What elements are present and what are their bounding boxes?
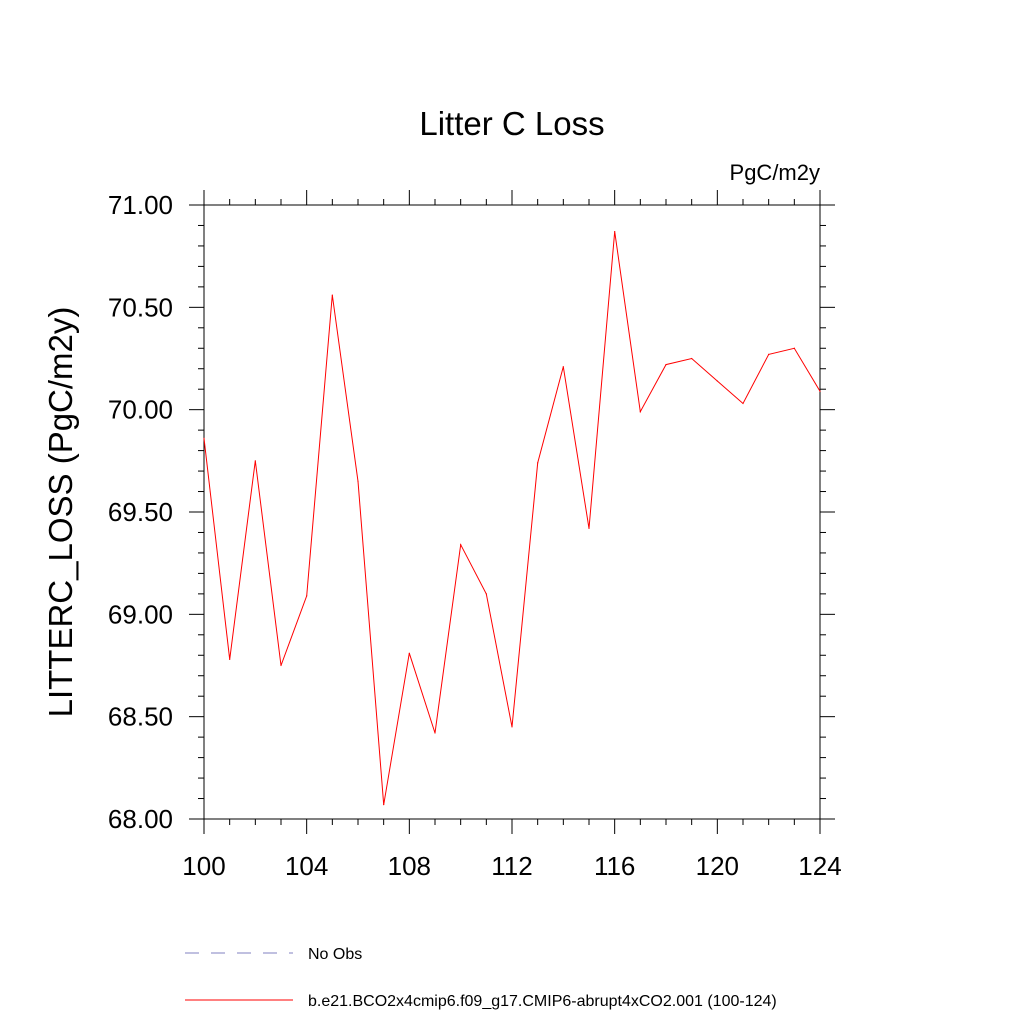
chart-title: Litter C Loss: [419, 105, 604, 142]
y-tick-label: 68.50: [108, 702, 173, 732]
data-point: [229, 658, 231, 660]
y-axis-label: LITTERC_LOSS (PgC/m2y): [42, 307, 79, 718]
data-point: [280, 664, 282, 667]
x-tick-label: 104: [285, 851, 328, 881]
y-tick-label: 70.50: [108, 292, 173, 322]
units-label: PgC/m2y: [730, 160, 820, 185]
data-point: [434, 732, 436, 734]
legend-label: b.e21.BCO2x4cmip6.f09_g17.CMIP6-abrupt4x…: [308, 993, 777, 1010]
legend-label: No Obs: [308, 946, 362, 963]
data-point: [691, 357, 693, 360]
x-tick-label: 116: [594, 851, 635, 881]
data-point: [306, 595, 308, 597]
data-point: [537, 462, 539, 464]
data-point: [254, 460, 256, 462]
data-point: [357, 480, 359, 482]
x-tick-label: 124: [798, 851, 841, 881]
data-point: [588, 527, 590, 529]
x-tick-label: 112: [491, 851, 532, 881]
y-tick-label: 70.00: [108, 395, 173, 425]
data-point: [665, 364, 667, 366]
data-point: [716, 380, 718, 382]
data-point: [203, 437, 205, 439]
data-point: [408, 652, 410, 654]
x-tick-label: 108: [388, 851, 431, 881]
x-tick-label: 120: [696, 851, 739, 881]
x-tick-label: 100: [182, 851, 225, 881]
data-point: [383, 804, 385, 806]
axis-ticks: [189, 190, 835, 834]
data-point: [562, 366, 564, 368]
data-point: [639, 411, 641, 413]
data-point: [819, 390, 821, 392]
y-tick-label: 71.00: [108, 190, 173, 220]
data-point: [614, 231, 616, 233]
axis-tick-labels: 100 104 108 112 116 120 124 68.00 68.50 69.00 69.5…: [108, 190, 842, 881]
data-point: [793, 347, 795, 349]
data-point: [742, 402, 744, 405]
data-point: [460, 544, 462, 546]
legend: No Obs b.e21.BCO2x4cmip6.f09_g17.CMIP6-ab…: [185, 946, 777, 1010]
series-layer: [203, 231, 821, 806]
data-point: [511, 726, 513, 728]
data-point: [485, 593, 487, 595]
y-tick-label: 69.50: [108, 497, 173, 527]
series-line: [203, 231, 821, 805]
data-point: [331, 294, 333, 296]
y-tick-label: 69.00: [108, 599, 173, 629]
data-point: [768, 353, 770, 356]
y-tick-label: 68.00: [108, 804, 173, 834]
